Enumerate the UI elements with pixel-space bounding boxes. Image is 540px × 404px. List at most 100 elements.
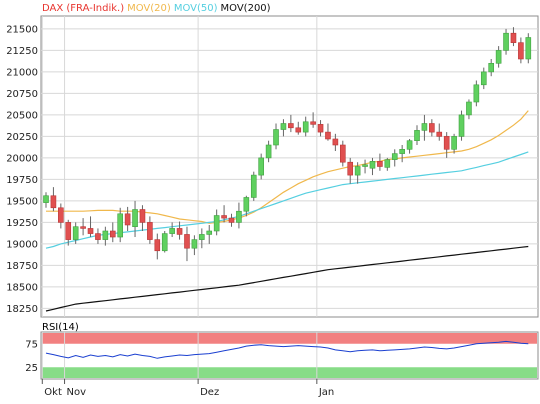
y-tick-label: 18750 [6, 261, 38, 272]
candle-down [325, 131, 331, 140]
candle-down [429, 123, 435, 133]
candle-up [399, 149, 405, 154]
candle-up [362, 164, 368, 167]
y-tick-label: 20500 [6, 110, 38, 121]
candle-up [525, 37, 532, 60]
legend-item: MOV(200) [221, 3, 271, 14]
y-tick-label: 20750 [6, 89, 38, 100]
x-tick-label: Dez [200, 387, 219, 398]
price-grid [41, 16, 538, 317]
candle-up [273, 129, 279, 146]
moving-average-lines [45, 110, 529, 312]
legend-item: MOV(50) [174, 3, 218, 14]
y-tick-label: 18500 [6, 282, 38, 293]
candle-down [436, 131, 443, 137]
candle-down [87, 228, 94, 234]
candle-down [347, 161, 354, 176]
candle-up [480, 71, 487, 86]
candle-up [488, 62, 495, 73]
rsi-title: RSI(14) [42, 322, 79, 333]
candle-up [250, 174, 257, 198]
legend-item: MOV(20) [127, 3, 171, 14]
candle-down [50, 195, 57, 209]
x-tick-label: Nov [67, 387, 87, 398]
candle-down [377, 161, 383, 167]
rsi-bands [41, 332, 537, 379]
candle-up [169, 228, 175, 234]
candle-up [72, 226, 79, 240]
candle-up [213, 215, 220, 232]
candle-down [184, 234, 190, 249]
candle-up [236, 210, 242, 223]
candle-up [280, 123, 287, 130]
rsi-overbought-band [42, 333, 537, 344]
y-tick-label: 18250 [6, 304, 38, 315]
rsi-oversold-band [42, 367, 537, 378]
candle-up [161, 233, 168, 252]
y-tick-label: 19000 [6, 239, 38, 250]
y-tick-label: 20250 [6, 132, 38, 143]
rsi-y-tick-labels: 25 75 [25, 339, 38, 374]
candle-down [80, 226, 86, 229]
candle-down [95, 233, 101, 240]
candle-up [391, 153, 398, 160]
y-tick-label: 21500 [6, 24, 38, 35]
candle-up [369, 161, 376, 169]
candle-up [354, 166, 361, 176]
ma-line-mov-200 [45, 245, 529, 312]
candle-down [154, 239, 161, 252]
candle-up [451, 136, 457, 150]
x-tick-label: Okt [44, 387, 62, 398]
candle-up [191, 239, 198, 249]
y-tick-label: 19250 [6, 218, 38, 229]
ma-line-mov-20 [46, 110, 529, 224]
candle-up [265, 144, 272, 159]
candle-down [295, 127, 302, 133]
candle-down [139, 209, 146, 223]
price-panel: 18250 18500 18750 19000 19250 19500 19750 20000… [6, 3, 539, 318]
price-plot-area [40, 15, 539, 318]
candle-up [132, 209, 138, 228]
candle-up [243, 197, 250, 212]
y-tick-label: 21000 [6, 67, 38, 78]
candle-up [199, 234, 205, 240]
candle-up [473, 84, 480, 103]
candle-up [206, 230, 213, 235]
candle-down [518, 42, 524, 60]
rsi-panel: RSI(14) 25 75 [25, 322, 539, 380]
candle-up [384, 159, 391, 168]
candle-up [458, 114, 465, 137]
candle-down [124, 213, 131, 226]
y-tick-label: 19500 [6, 196, 38, 207]
candle-down [109, 230, 116, 238]
candle-down [510, 32, 517, 43]
y-tick-label: 20000 [6, 153, 38, 164]
candle-down [332, 138, 339, 146]
rsi-y-tick-label: 75 [25, 339, 38, 350]
legend: DAX (FRA-Indik.) MOV(20) MOV(50) MOV(200) [42, 3, 271, 14]
y-tick-label: 19750 [6, 175, 38, 186]
price-y-tick-labels: 18250 18500 18750 19000 19250 19500 19750 20000… [6, 24, 38, 315]
candle-up [503, 32, 509, 51]
candle-down [58, 207, 64, 223]
candle-up [406, 140, 413, 150]
rsi-series-line [45, 340, 529, 359]
candle-up [117, 213, 123, 238]
candle-down [443, 136, 450, 150]
candle-down [288, 123, 294, 129]
y-tick-label: 21250 [6, 46, 38, 57]
candles [43, 27, 532, 262]
candle-down [339, 144, 346, 163]
x-tick-label: Jan [318, 387, 334, 398]
candle-up [495, 50, 502, 64]
candle-down [176, 228, 183, 235]
candle-down [221, 215, 227, 219]
rsi-line [45, 340, 529, 359]
ma-line-mov-50 [45, 151, 529, 249]
candle-down [317, 124, 324, 133]
rsi-y-tick-label: 25 [25, 363, 38, 374]
candle-down [147, 222, 153, 240]
candle-up [43, 195, 49, 203]
